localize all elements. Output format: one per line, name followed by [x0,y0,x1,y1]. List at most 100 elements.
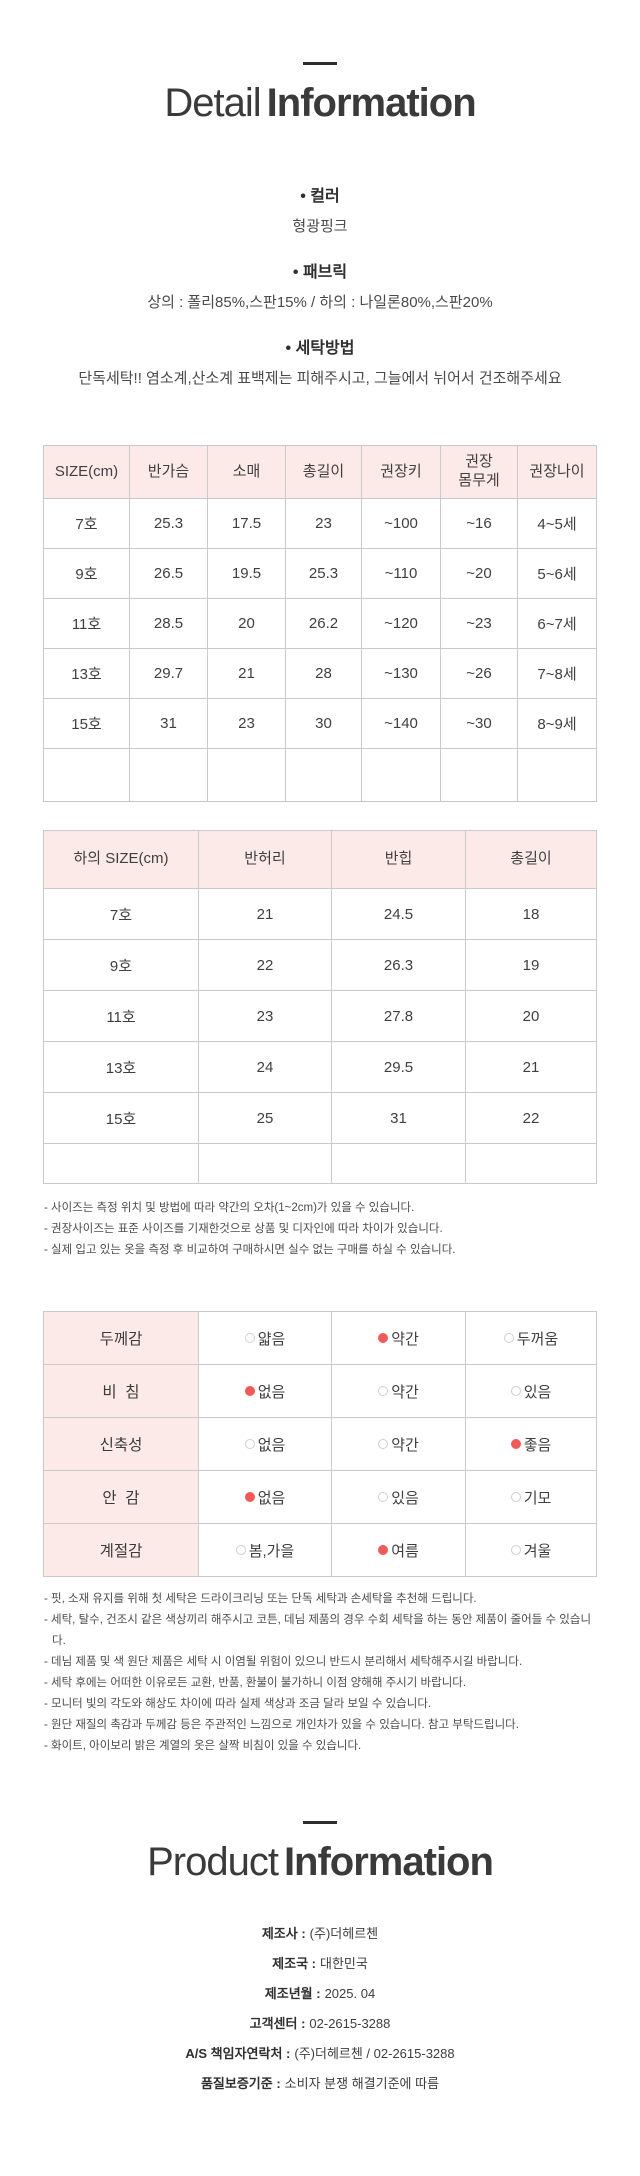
spec-option-cell: 약간 [331,1311,466,1365]
column-header: 권장 몸무게 [440,445,518,499]
note-item: - 권장사이즈는 표준 사이즈를 기재한것으로 상품 및 디자인에 따라 차이가… [44,1223,443,1235]
spec-option-cell: 없음 [198,1470,332,1524]
color-info-block: • 컬러 형광핑크 [0,182,640,238]
measure-cell: ~26 [440,648,518,699]
measure-cell: 26.3 [331,939,466,991]
spec-option-cell: 약간 [331,1364,466,1418]
spec-option-cell: 없음 [198,1417,332,1471]
note-item: - 사이즈는 측정 위치 및 방법에 따라 약간의 오차(1~2cm)가 있을 … [44,1202,415,1214]
measure-cell: ~100 [361,498,441,549]
measure-cell: 29.5 [331,1041,466,1093]
top-size-table: SIZE(cm) 반가슴 소매 총길이 권장키 권장 몸무게 권장나이 7호 2… [43,445,597,802]
fabric-info-block: • 패브릭 상의 : 폴리85%,스판15% / 하의 : 나일론80%,스판2… [0,258,640,314]
spec-option-label: 여름 [391,1542,419,1560]
care-notes-list: - 핏, 소재 유지를 위해 첫 세탁은 드라이크리닝 또는 단독 세탁과 손세… [0,1589,640,1757]
spec-option-cell: 좋음 [465,1417,597,1471]
spec-row-season: 계절감 봄,가을 여름 겨울 [43,1523,597,1577]
color-heading: • 컬러 [300,188,340,205]
size-cell: 11호 [43,990,199,1042]
note-item: - 데님 제품 및 색 원단 제품은 세탁 시 이염될 위험이 있으니 반드시 … [44,1656,523,1668]
empty-cell [361,748,441,802]
measure-cell: 25.3 [129,498,208,549]
table-row: 11호 23 27.8 20 [43,990,597,1042]
spec-option-cell: 얇음 [198,1311,332,1365]
spec-option-cell: 봄,가을 [198,1523,332,1577]
section-divider [303,62,337,65]
color-value: 형광핑크 [292,218,348,235]
note-item: - 실제 입고 있는 옷을 측정 후 비교하여 구매하시면 실수 없는 구매를 … [44,1244,456,1256]
quality-guarantee-row: 품질보증기준 : 소비자 분쟁 해결기준에 따름 [0,2076,640,2092]
radio-dot-icon [244,1492,255,1502]
product-information-title: Product Information [0,1838,640,1886]
radio-dot-icon [244,1439,255,1449]
empty-cell [285,748,362,802]
manufacture-date-row: 제조년월 :2025. 04 [0,1986,640,2002]
empty-cell [129,748,208,802]
measure-cell: 27.8 [331,990,466,1042]
table-row: 15호 31 23 30 ~140 ~30 8~9세 [43,698,597,749]
column-header: 반힙 [331,830,466,889]
table-header-row: SIZE(cm) 반가슴 소매 총길이 권장키 권장 몸무게 권장나이 [43,445,597,499]
measure-cell: 23 [207,698,286,749]
note-item: - 원단 재질의 촉감과 두께감 등은 주관적인 느낌으로 개인차가 있을 수 … [44,1719,519,1731]
empty-cell [198,1143,332,1184]
product-info-rows: 제조사 : (주)더헤르첸 제조국 : 대한민국 제조년월 :2025. 04 고객… [0,1926,640,2092]
measure-cell: ~16 [440,498,518,549]
row-label: 제조년월 : [264,1986,321,2001]
row-label: 제조국 : [272,1956,316,1971]
spec-label: 비 침 [43,1364,199,1418]
spec-option-label: 기모 [523,1489,552,1507]
measure-cell: 24 [198,1041,332,1093]
measure-cell: ~20 [440,548,518,599]
product-information-section: Product Information 제조사 : (주)더헤르첸 제조국 : 대한민… [0,1821,640,2092]
size-cell: 15호 [43,1092,199,1144]
measure-cell: 20 [465,990,597,1042]
empty-cell [43,1143,199,1184]
empty-cell [331,1143,466,1184]
spec-option-label: 봄,가을 [248,1542,295,1560]
title-word-information: Information [283,1840,494,1884]
empty-table-row [43,1143,597,1184]
spec-option-label: 약간 [391,1330,419,1348]
title-word-detail: Detail [164,81,261,125]
spec-option-label: 있음 [523,1383,552,1401]
radio-dot-icon [510,1386,521,1396]
measure-cell: 26.5 [129,548,208,599]
row-value: 2025. 04 [324,1986,376,2001]
measure-cell: 29.7 [129,648,208,699]
table-row: 9호 22 26.3 19 [43,939,597,991]
measure-cell: ~130 [361,648,441,699]
note-item: - 화이트, 아이보리 밝은 계열의 옷은 살짝 비침이 있을 수 있습니다. [44,1740,362,1752]
size-cell: 13호 [43,1041,199,1093]
spec-row-stretch: 신축성 없음 약간 좋음 [43,1417,597,1471]
row-value: (주)더헤르첸 / 02-2615-3288 [294,2046,455,2061]
radio-dot-icon [235,1545,246,1555]
fabric-value: 상의 : 폴리85%,스판15% / 하의 : 나일론80%,스판20% [147,294,493,311]
measure-cell: 28 [285,648,362,699]
measure-cell: 19.5 [207,548,286,599]
spec-option-cell: 약간 [331,1417,466,1471]
size-cell: 13호 [43,648,130,699]
column-header: 하의 SIZE(cm) [43,830,199,889]
washing-info-block: • 세탁방법 단독세탁!! 염소계,산소계 표백제는 피해주시고, 그늘에서 뉘… [0,334,640,390]
title-word-information: Information [266,81,477,125]
manufacturer-row: 제조사 : (주)더헤르첸 [0,1926,640,1942]
measure-cell: 24.5 [331,888,466,940]
measure-cell: 22 [198,939,332,991]
column-header: 소매 [207,445,286,499]
note-item: - 핏, 소재 유지를 위해 첫 세탁은 드라이크리닝 또는 단독 세탁과 손세… [44,1593,477,1605]
empty-cell [43,748,130,802]
measure-cell: 31 [129,698,208,749]
row-label: 품질보증기준 : [200,2076,281,2091]
empty-cell [465,1143,597,1184]
spec-option-label: 있음 [391,1489,419,1507]
spec-label: 두께감 [43,1311,199,1365]
column-header: 반가슴 [129,445,208,499]
spec-option-cell: 있음 [465,1364,597,1418]
table-row: 9호 26.5 19.5 25.3 ~110 ~20 5~6세 [43,548,597,599]
spec-row-lining: 안 감 없음 있음 기모 [43,1470,597,1524]
measure-cell: 17.5 [207,498,286,549]
as-contact-row: A/S 책임자연락처 : (주)더헤르첸 / 02-2615-3288 [0,2046,640,2062]
table-row: 11호 28.5 20 26.2 ~120 ~23 6~7세 [43,598,597,649]
